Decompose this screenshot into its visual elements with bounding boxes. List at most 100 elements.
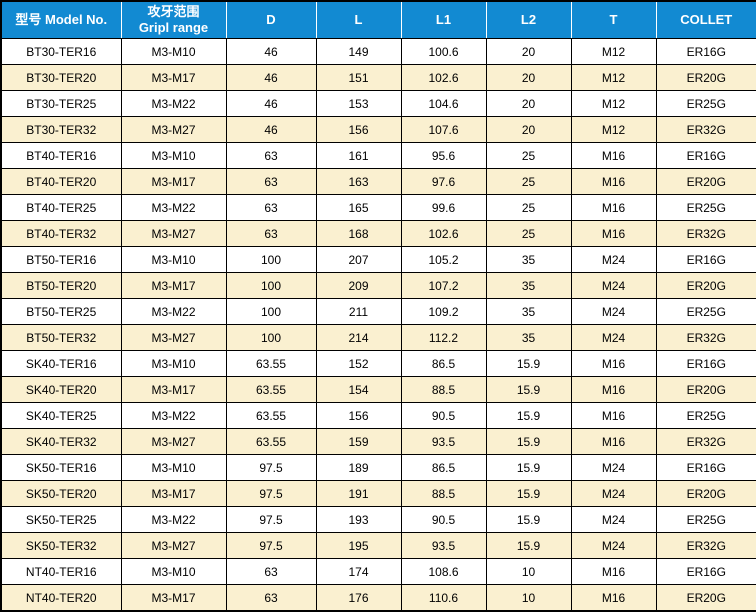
cell-collet: ER20G [656, 585, 756, 612]
cell-l: 165 [316, 195, 401, 221]
cell-t: M12 [571, 39, 656, 65]
cell-t: M16 [571, 585, 656, 612]
cell-model: BT40-TER20 [1, 169, 121, 195]
cell-l1: 102.6 [401, 221, 486, 247]
cell-collet: ER25G [656, 91, 756, 117]
cell-collet: ER32G [656, 533, 756, 559]
header-label: L2 [487, 12, 571, 28]
cell-l1: 88.5 [401, 481, 486, 507]
cell-collet: ER20G [656, 377, 756, 403]
cell-l1: 109.2 [401, 299, 486, 325]
header-label: L [317, 12, 401, 28]
cell-l1: 108.6 [401, 559, 486, 585]
cell-d: 63 [226, 585, 316, 612]
cell-l: 214 [316, 325, 401, 351]
cell-d: 97.5 [226, 507, 316, 533]
cell-t: M16 [571, 143, 656, 169]
cell-grip-range: M3-M10 [121, 143, 226, 169]
cell-grip-range: M3-M17 [121, 377, 226, 403]
cell-model: BT40-TER25 [1, 195, 121, 221]
cell-model: SK50-TER32 [1, 533, 121, 559]
cell-model: BT30-TER20 [1, 65, 121, 91]
cell-model: SK40-TER20 [1, 377, 121, 403]
cell-l1: 93.5 [401, 533, 486, 559]
cell-d: 63 [226, 559, 316, 585]
cell-l1: 93.5 [401, 429, 486, 455]
header-cell-t: T [571, 1, 656, 39]
cell-l: 168 [316, 221, 401, 247]
cell-grip-range: M3-M10 [121, 247, 226, 273]
cell-l1: 99.6 [401, 195, 486, 221]
cell-collet: ER16G [656, 455, 756, 481]
cell-grip-range: M3-M10 [121, 455, 226, 481]
header-label: D [227, 12, 316, 28]
cell-l2: 20 [486, 39, 571, 65]
cell-d: 63.55 [226, 403, 316, 429]
cell-t: M12 [571, 117, 656, 143]
cell-model: BT50-TER32 [1, 325, 121, 351]
cell-collet: ER32G [656, 325, 756, 351]
cell-model: SK50-TER20 [1, 481, 121, 507]
cell-t: M24 [571, 455, 656, 481]
cell-collet: ER32G [656, 221, 756, 247]
cell-t: M16 [571, 429, 656, 455]
cell-d: 63 [226, 169, 316, 195]
cell-model: NT40-TER16 [1, 559, 121, 585]
cell-collet: ER32G [656, 429, 756, 455]
cell-l2: 20 [486, 91, 571, 117]
cell-l: 174 [316, 559, 401, 585]
header-label: Gripl range [122, 20, 226, 36]
cell-collet: ER16G [656, 559, 756, 585]
cell-t: M24 [571, 299, 656, 325]
cell-d: 63 [226, 195, 316, 221]
cell-collet: ER25G [656, 195, 756, 221]
cell-l: 159 [316, 429, 401, 455]
cell-l2: 35 [486, 247, 571, 273]
cell-d: 46 [226, 39, 316, 65]
cell-collet: ER20G [656, 65, 756, 91]
cell-collet: ER20G [656, 481, 756, 507]
cell-collet: ER16G [656, 39, 756, 65]
cell-model: BT30-TER25 [1, 91, 121, 117]
cell-grip-range: M3-M22 [121, 299, 226, 325]
cell-l: 209 [316, 273, 401, 299]
header-label: 攻牙范围 [122, 4, 226, 20]
cell-l1: 100.6 [401, 39, 486, 65]
header-cell-collet: COLLET [656, 1, 756, 39]
header-label: L1 [402, 12, 486, 28]
cell-grip-range: M3-M27 [121, 221, 226, 247]
cell-l: 195 [316, 533, 401, 559]
cell-grip-range: M3-M22 [121, 403, 226, 429]
cell-l: 156 [316, 403, 401, 429]
cell-l1: 107.6 [401, 117, 486, 143]
cell-d: 63.55 [226, 377, 316, 403]
cell-l2: 35 [486, 299, 571, 325]
cell-l: 154 [316, 377, 401, 403]
header-cell-l2: L2 [486, 1, 571, 39]
cell-l2: 10 [486, 559, 571, 585]
cell-model: BT40-TER16 [1, 143, 121, 169]
cell-d: 97.5 [226, 455, 316, 481]
cell-model: BT50-TER20 [1, 273, 121, 299]
cell-t: M24 [571, 273, 656, 299]
cell-l2: 25 [486, 221, 571, 247]
cell-t: M16 [571, 221, 656, 247]
cell-model: BT30-TER32 [1, 117, 121, 143]
cell-l2: 15.9 [486, 481, 571, 507]
cell-l1: 97.6 [401, 169, 486, 195]
cell-l: 152 [316, 351, 401, 377]
cell-l2: 35 [486, 325, 571, 351]
